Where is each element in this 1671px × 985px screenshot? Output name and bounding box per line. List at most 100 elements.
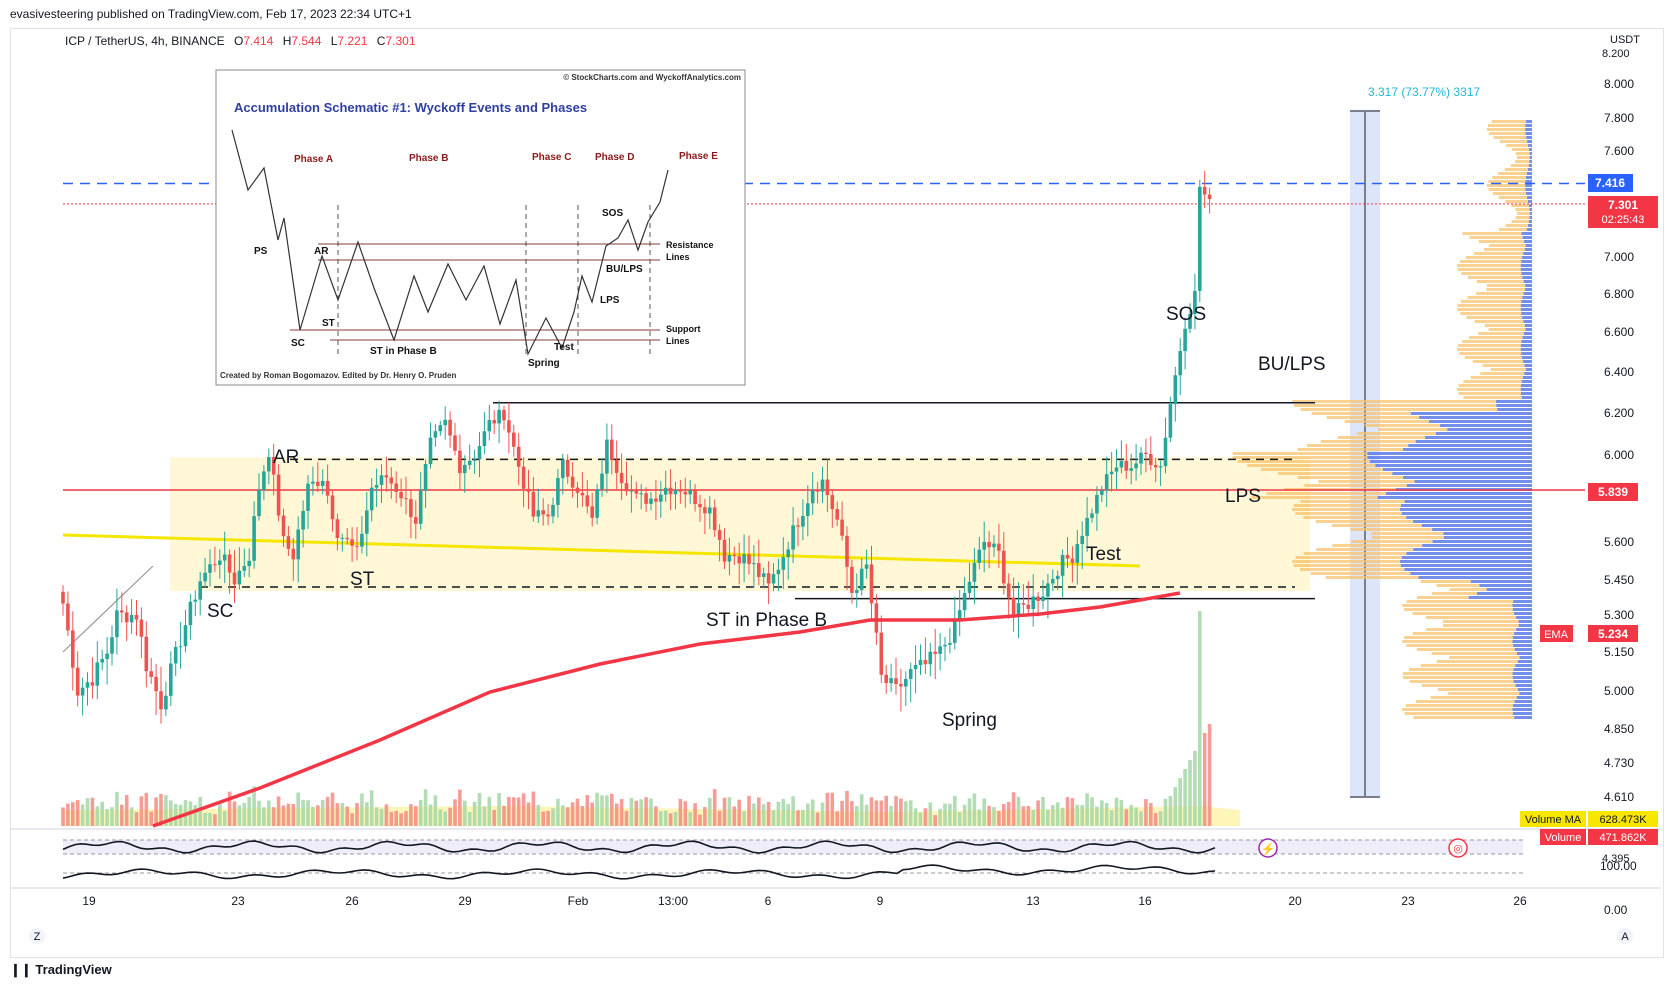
inset-test: Test <box>554 342 574 353</box>
profile-row <box>1416 648 1515 651</box>
volume-bar <box>271 807 276 826</box>
profile-row-blue <box>1514 700 1532 703</box>
profile-row <box>1504 168 1528 171</box>
auto-scale-button[interactable] <box>1617 928 1633 944</box>
profile-row-blue <box>1447 428 1532 431</box>
volume-bar <box>296 792 300 826</box>
profile-row <box>1266 492 1386 495</box>
candle <box>977 549 982 563</box>
profile-row <box>1480 372 1525 375</box>
candle <box>850 566 854 593</box>
candle <box>453 435 457 451</box>
candle <box>683 491 688 495</box>
volume-bar <box>727 797 732 826</box>
profile-row <box>1515 208 1530 211</box>
candle <box>1153 464 1158 468</box>
candle <box>355 545 359 547</box>
x-tick-label: Feb <box>568 894 589 908</box>
symbol-name[interactable]: ICP / TetherUS, 4h, BINANCE <box>65 34 225 48</box>
profile-row-blue <box>1513 680 1532 683</box>
volume-bar <box>629 798 634 826</box>
profile-row <box>1516 212 1530 215</box>
profile-row <box>1463 380 1522 383</box>
profile-row <box>1430 696 1517 699</box>
profile-row-blue <box>1514 716 1532 719</box>
flag-icon[interactable] <box>1448 838 1468 858</box>
candle <box>938 646 942 654</box>
volume-bar <box>232 801 237 826</box>
volume-bar <box>242 803 247 826</box>
profile-row-blue <box>1514 632 1532 635</box>
candle <box>267 457 271 472</box>
profile-row-blue <box>1525 368 1532 371</box>
volume-bar <box>448 807 452 826</box>
candle <box>438 425 443 432</box>
zoom-z-button[interactable] <box>29 928 45 944</box>
candle <box>144 636 149 672</box>
profile-row <box>1293 564 1401 567</box>
inset-spring: Spring <box>528 358 560 369</box>
profile-row-blue <box>1522 316 1532 319</box>
y-tick-label: 7.000 <box>1604 250 1634 264</box>
volume-bar <box>1070 798 1075 826</box>
profile-row-blue <box>1529 148 1532 151</box>
profile-row <box>1320 440 1416 443</box>
volume-bar <box>350 813 354 826</box>
profile-row <box>1325 576 1419 579</box>
profile-row-blue <box>1406 516 1532 519</box>
profile-row <box>1402 708 1513 711</box>
profile-row-blue <box>1515 684 1532 687</box>
candle <box>208 564 212 573</box>
profile-row <box>1425 616 1517 619</box>
badge-poc-text: 5.839 <box>1598 485 1628 499</box>
candle <box>703 507 707 514</box>
profile-row-blue <box>1521 272 1532 275</box>
profile-row-blue <box>1514 648 1532 651</box>
volume-bar <box>1139 811 1143 826</box>
profile-row <box>1432 592 1478 595</box>
y-tick-label: 4.610 <box>1604 790 1634 804</box>
profile-row <box>1402 672 1513 675</box>
lightning-icon[interactable] <box>1258 838 1278 858</box>
volume-bar <box>624 810 629 826</box>
volume-bar <box>688 812 692 826</box>
candle <box>1011 597 1016 616</box>
candle <box>1031 596 1035 609</box>
volume-bar <box>428 804 433 826</box>
profile-row-blue <box>1468 596 1532 599</box>
volume-bar <box>208 812 212 826</box>
candle <box>1193 290 1197 315</box>
profile-row <box>1486 284 1526 287</box>
profile-row-blue <box>1527 168 1532 171</box>
candle <box>556 478 560 505</box>
profile-row-blue <box>1415 440 1532 443</box>
symbol-legend[interactable]: ICP / TetherUS, 4h, BINANCE O7.414 H7.54… <box>65 34 416 48</box>
profile-row-blue <box>1529 208 1532 211</box>
candle <box>276 474 281 516</box>
flag-glyph: ◎ <box>1453 843 1463 855</box>
profile-row-blue <box>1520 344 1532 347</box>
candle <box>649 498 653 504</box>
candle <box>188 601 193 626</box>
volume-bar <box>683 801 688 826</box>
profile-row-blue <box>1512 640 1532 643</box>
volume-bar <box>120 804 124 826</box>
profile-row-blue <box>1400 564 1532 567</box>
profile-row <box>1409 680 1514 683</box>
candle <box>110 637 114 654</box>
volume-bar <box>1163 798 1168 826</box>
volume-bar <box>781 799 786 826</box>
candle <box>379 475 384 485</box>
profile-row-blue <box>1528 224 1532 227</box>
profile-row <box>1408 668 1514 671</box>
profile-row-blue <box>1367 452 1532 455</box>
tradingview-logo[interactable]: ❙❙ TradingView <box>10 962 112 977</box>
volume-bars <box>61 611 1240 826</box>
candle <box>1046 583 1050 597</box>
volume-bar <box>286 803 291 826</box>
price-chart[interactable]: AR ST SC ST in Phase B Spring Test LPS B… <box>0 0 1671 960</box>
volume-bar <box>129 807 134 826</box>
profile-row-blue <box>1370 460 1532 463</box>
volume-bar <box>732 806 737 826</box>
profile-row-blue <box>1515 664 1532 667</box>
